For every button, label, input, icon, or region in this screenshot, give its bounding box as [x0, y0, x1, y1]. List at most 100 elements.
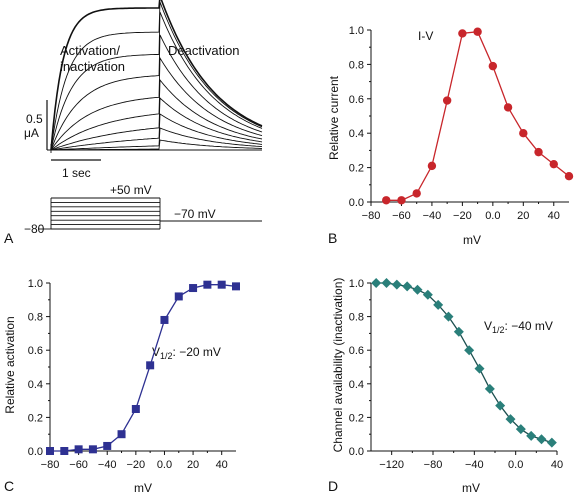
x-tick-label: 0.0 [508, 459, 523, 471]
data-point [412, 284, 423, 295]
x-tick-label: −40 [465, 459, 484, 471]
y-tick-label: 0.6 [349, 345, 364, 357]
y-tick-label: 0.8 [349, 312, 364, 324]
protocol-hold-label: −70 mV [174, 207, 216, 221]
chart-annotation: V1/2: −40 mV [484, 319, 553, 335]
activation-label: Activation/ [60, 43, 120, 58]
y-tick-label: 1.0 [349, 25, 364, 37]
data-point [474, 363, 485, 374]
data-point [515, 424, 526, 435]
data-point [534, 147, 543, 157]
data-point [74, 445, 83, 454]
chart-annotation: V1/2: −20 mV [152, 345, 221, 361]
y-axis-label: Relative current [327, 75, 341, 160]
data-point [427, 161, 437, 171]
y-tick-label: 0.2 [349, 412, 364, 424]
data-point [371, 278, 382, 288]
data-point [442, 96, 452, 105]
data-point [473, 27, 482, 36]
data-point [103, 441, 112, 450]
data-point [503, 103, 513, 112]
time-scale-label: 1 sec [62, 166, 91, 180]
current-traces [50, 0, 263, 151]
data-point [546, 437, 557, 448]
y-tick-label: 0.4 [349, 379, 364, 391]
y-tick-label: 1.0 [349, 278, 364, 290]
data-point [382, 196, 391, 205]
series-line [386, 31, 570, 201]
data-point [203, 280, 212, 289]
data-point [60, 447, 69, 455]
y-tick-label: 0.6 [28, 345, 43, 357]
data-point [232, 282, 240, 291]
current-scale-unit: μA [24, 126, 39, 140]
chart-annotation: I-V [418, 29, 433, 43]
data-point [458, 29, 467, 38]
x-tick-label: −80 [362, 210, 381, 222]
current-trace [50, 0, 263, 151]
data-point [536, 434, 547, 445]
y-tick-label: 0.6 [349, 94, 364, 106]
panel-letter-c: C [4, 478, 14, 493]
panel-letter-b: B [328, 230, 337, 246]
current-trace [50, 96, 263, 151]
data-point [484, 383, 495, 394]
current-trace [50, 78, 263, 151]
x-tick-label: 0.0 [485, 210, 500, 222]
data-point [46, 447, 54, 455]
data-point [217, 280, 226, 289]
y-tick-label: 0.0 [349, 446, 364, 458]
data-point [464, 345, 475, 356]
data-point [422, 289, 433, 300]
y-tick-label: 0.8 [349, 59, 364, 71]
data-point [189, 284, 198, 293]
protocol-bottom-label: −80 [24, 222, 45, 236]
panel-letter-d: D [328, 478, 338, 493]
data-point [402, 281, 413, 292]
x-tick-label: 20 [187, 459, 199, 471]
data-point [443, 311, 454, 322]
y-tick-label: 0.2 [28, 412, 43, 424]
x-axis-label: mV [134, 481, 152, 493]
x-tick-label: −40 [98, 459, 117, 471]
series-line [50, 284, 237, 452]
current-trace [50, 113, 263, 151]
y-tick-label: 0.4 [28, 379, 43, 391]
data-point [117, 430, 126, 439]
data-point [412, 189, 421, 198]
data-point [131, 405, 140, 413]
inactivation-label: inactivation [60, 59, 125, 74]
data-point [88, 445, 97, 454]
activation-chart: V1/2: −20 mV Relative activation mV C 0.… [3, 278, 240, 493]
x-tick-label: −20 [453, 210, 472, 222]
data-point [519, 129, 528, 138]
current-scale-value: 0.5 [26, 112, 43, 126]
x-axis-label: mV [462, 481, 480, 493]
x-tick-label: 0.0 [157, 459, 172, 471]
x-tick-label: −80 [41, 459, 60, 471]
data-point [174, 292, 183, 301]
data-point [488, 61, 498, 71]
protocol-top-label: +50 mV [110, 183, 152, 197]
deactivation-label: Deactivation [168, 43, 240, 58]
data-point [391, 279, 402, 290]
iv-chart: I-V Relative current mV B 0.0 0.2 0.4 0.6 0.… [327, 25, 574, 247]
voltage-protocol [38, 197, 262, 230]
current-trace [50, 11, 263, 151]
data-point [146, 361, 155, 370]
data-point [397, 196, 406, 205]
x-tick-label: −80 [424, 459, 443, 471]
data-point [453, 326, 464, 337]
y-tick-label: 0.4 [349, 128, 364, 140]
y-tick-label: 0.8 [28, 312, 43, 324]
data-point [160, 315, 169, 324]
x-tick-label: −60 [69, 459, 88, 471]
x-tick-label: 20 [517, 210, 529, 222]
x-tick-label: −120 [379, 459, 404, 471]
data-point [433, 299, 444, 310]
inactivation-chart: V1/2: −40 mV Channel availability (inact… [328, 278, 563, 493]
y-tick-label: 1.0 [28, 278, 43, 290]
x-tick-label: −40 [423, 210, 442, 222]
series-line [376, 282, 553, 444]
